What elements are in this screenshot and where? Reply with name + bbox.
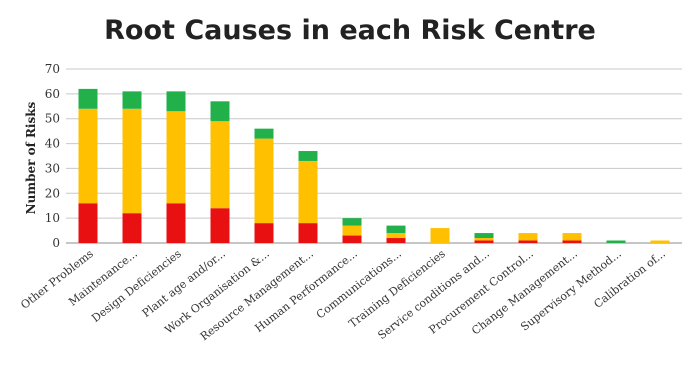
x-tick-label: Other Problems: [18, 247, 96, 312]
bar-segment: [386, 238, 406, 243]
bar-segment: [254, 128, 274, 139]
bar-segment: [342, 225, 362, 236]
bar-segment: [78, 88, 98, 109]
bar-segment: [254, 138, 274, 224]
bar-segment: [474, 233, 494, 239]
y-tick-label: 20: [45, 186, 60, 200]
bar-segment: [518, 233, 538, 241]
bar-segment: [518, 240, 538, 243]
bar-segment: [78, 108, 98, 204]
bar-segment: [342, 218, 362, 226]
bar-segment: [474, 240, 494, 243]
bar-segment: [210, 101, 230, 122]
bar-segment: [606, 240, 626, 243]
bar-segment: [78, 203, 98, 243]
bar-segment: [562, 240, 582, 243]
bar-segment: [210, 121, 230, 209]
gridlines: [66, 68, 682, 244]
chart-title: Root Causes in each Risk Centre: [104, 15, 596, 46]
y-tick-label: 60: [45, 87, 60, 101]
bar-segment: [298, 160, 318, 224]
y-tick-label: 0: [52, 236, 60, 250]
bar-segment: [166, 111, 186, 204]
bar-segment: [122, 213, 142, 243]
bar-segment: [430, 228, 450, 243]
bar-segment: [298, 223, 318, 243]
bar-segment: [474, 238, 494, 241]
y-tick-label: 70: [45, 62, 60, 76]
bar-segment: [386, 225, 406, 234]
bar-segment: [254, 223, 274, 243]
y-axis-title: Number of Risks: [24, 101, 38, 214]
bar-segment: [562, 233, 582, 241]
bar-segment: [166, 91, 186, 112]
bar-segment: [122, 108, 142, 214]
bar-segment: [298, 151, 318, 161]
bar-segment: [122, 91, 142, 109]
bar-segment: [210, 208, 230, 243]
y-tick-label: 10: [45, 211, 60, 225]
bar-segment: [386, 233, 406, 239]
y-tick-label: 40: [45, 137, 60, 151]
bar-segment: [166, 203, 186, 243]
bar-segment: [342, 235, 362, 243]
bars: [78, 88, 670, 243]
y-tick-label: 30: [45, 161, 60, 175]
y-tick-labels: 0 10 20 30 40 50 60 70: [45, 62, 60, 250]
bar-segment: [650, 240, 670, 243]
y-tick-label: 50: [45, 112, 60, 126]
